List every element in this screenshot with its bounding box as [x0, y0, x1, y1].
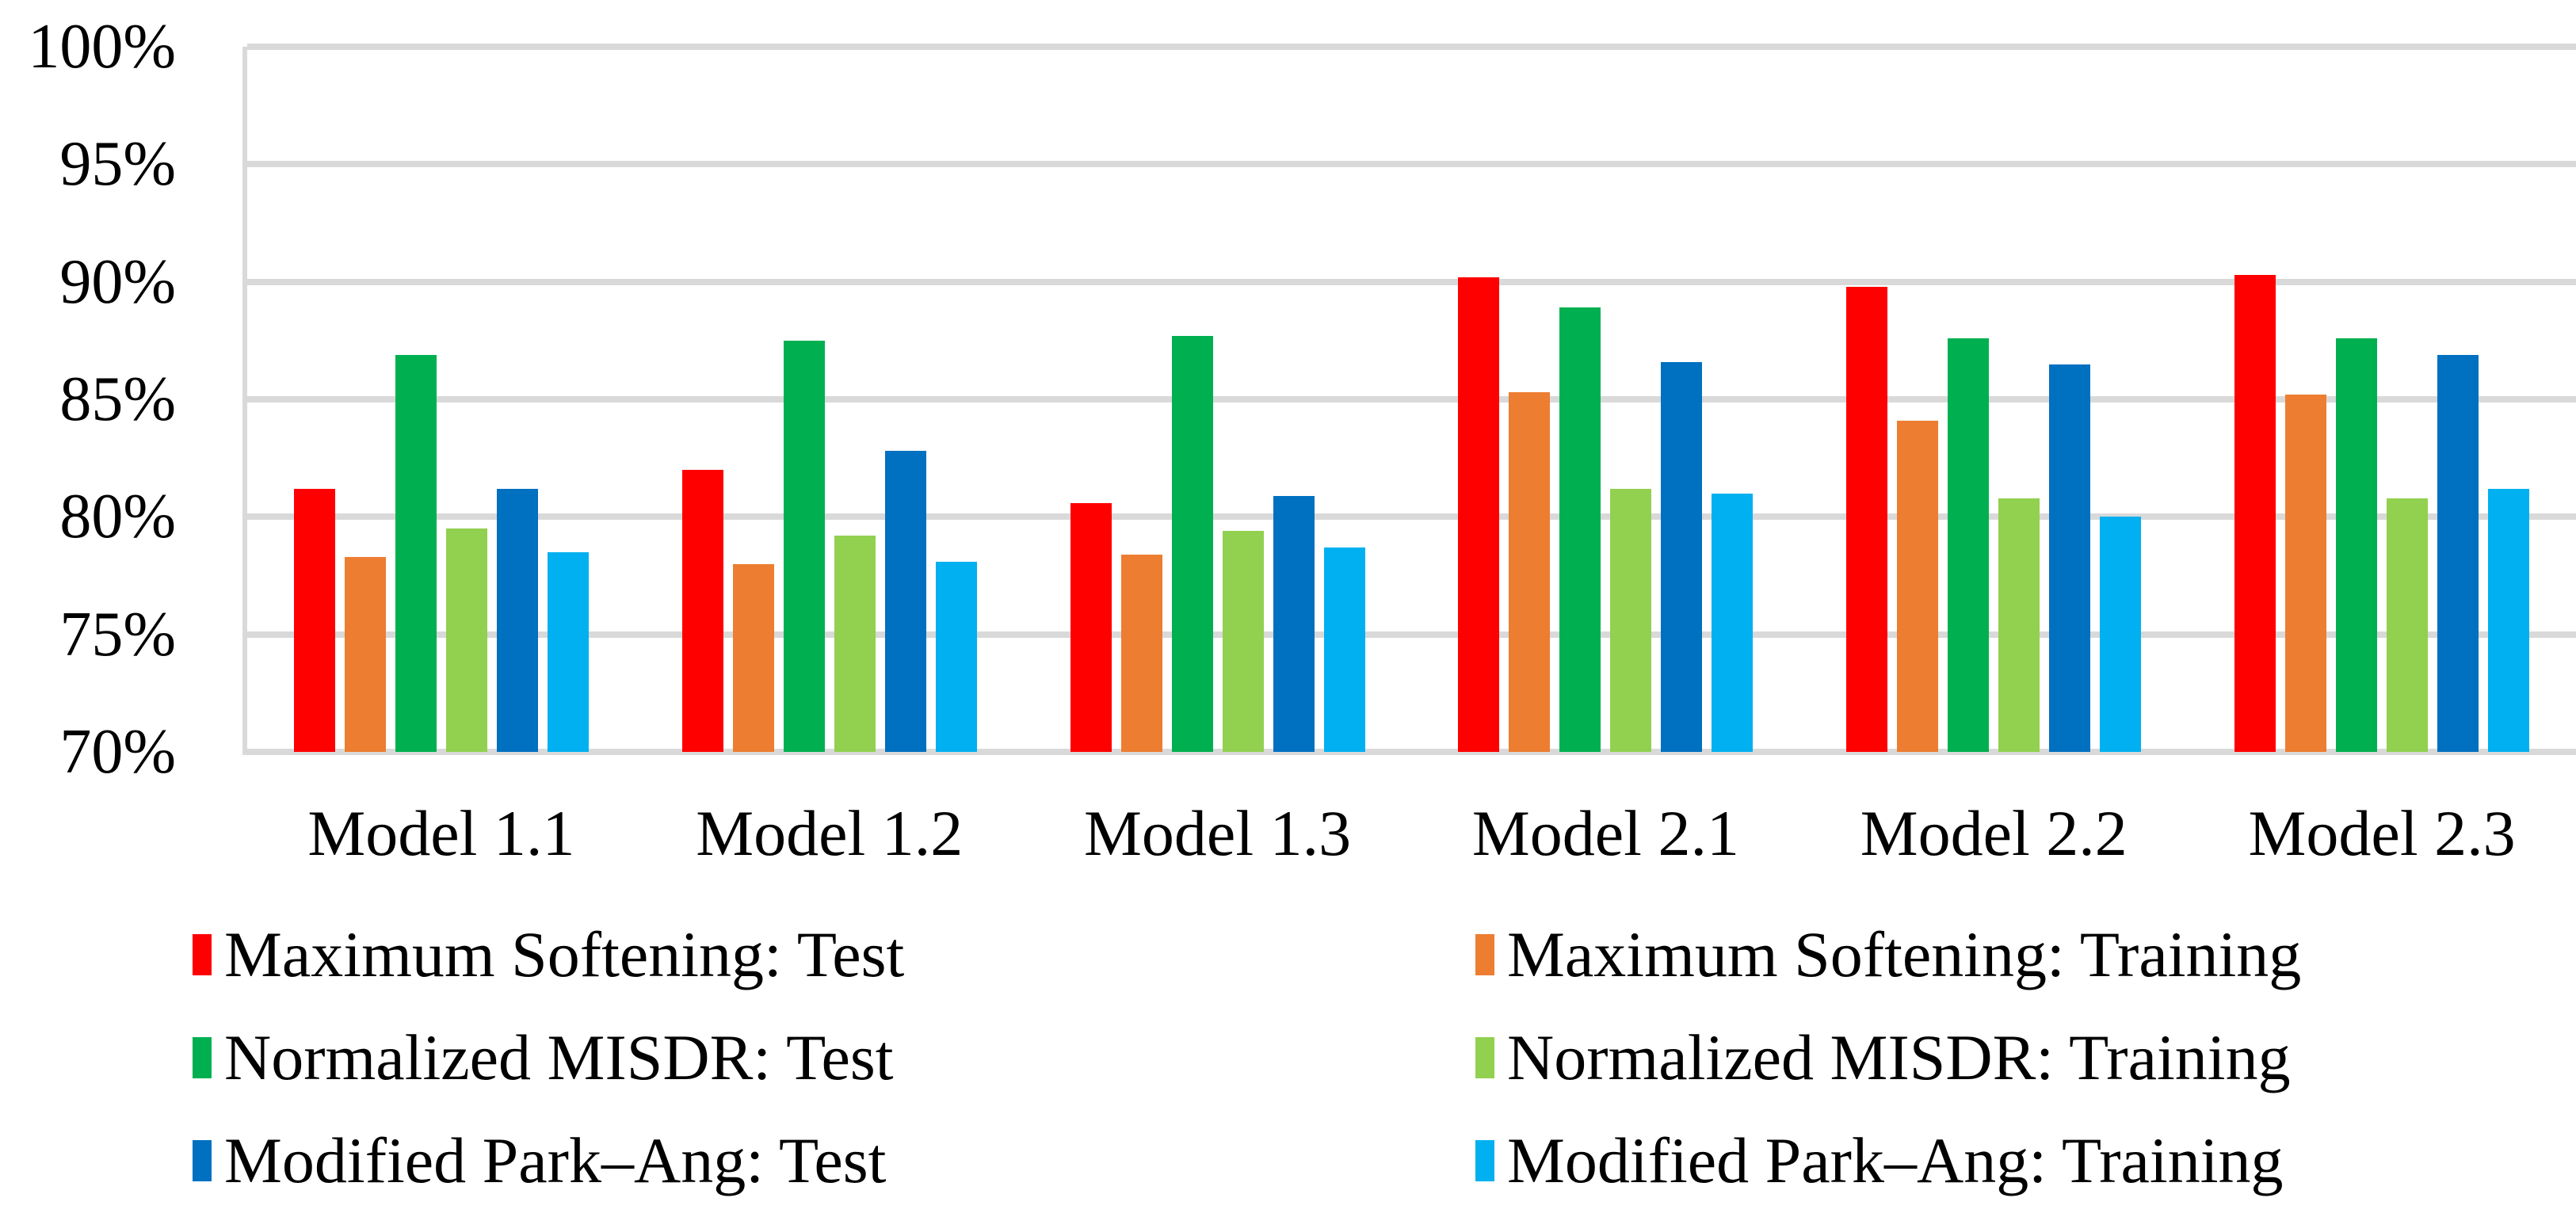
bar — [1273, 495, 1315, 752]
bar — [834, 536, 876, 752]
bar — [445, 528, 487, 752]
legend-swatch — [193, 1037, 212, 1078]
legend-entry: Maximum Softening: Training — [1475, 914, 2301, 996]
legend-swatch — [193, 934, 212, 975]
bar — [1070, 502, 1112, 752]
bar — [1171, 335, 1213, 752]
bar — [2437, 354, 2479, 752]
bar — [681, 470, 723, 752]
bar — [2488, 488, 2530, 752]
gridline — [247, 44, 2576, 50]
plot-area — [247, 44, 2576, 755]
bar — [1610, 488, 1652, 752]
legend-entry: Modified Park–Ang: Training — [1475, 1120, 2283, 1202]
bar — [547, 551, 589, 752]
bar — [732, 563, 774, 752]
bar-group — [1024, 47, 1412, 752]
legend-swatch — [1475, 1037, 1494, 1078]
bar-group — [1412, 47, 1800, 752]
bar — [1712, 493, 1754, 752]
legend-swatch — [193, 1140, 212, 1181]
bar — [1323, 547, 1365, 752]
y-tick-label: 85% — [59, 364, 176, 434]
bar-group — [247, 47, 635, 752]
bar-group — [635, 47, 1024, 752]
x-category-label: Model 2.2 — [1860, 797, 2128, 869]
bar — [1458, 277, 1500, 752]
bar — [1120, 554, 1162, 752]
legend-label: Maximum Softening: Training — [1507, 918, 2302, 990]
legend-label: Modified Park–Ang: Test — [224, 1124, 887, 1196]
x-category-label: Model 2.1 — [1471, 797, 1739, 869]
y-tick-label: 100% — [28, 12, 176, 82]
bar — [1948, 338, 1990, 752]
gridline — [247, 749, 2576, 755]
bar — [2234, 274, 2276, 752]
bar — [293, 488, 335, 752]
x-category-label: Model 2.3 — [2248, 797, 2516, 869]
legend-label: Maximum Softening: Test — [224, 918, 905, 990]
gridline — [247, 161, 2576, 168]
bar — [2100, 517, 2142, 752]
legend-swatch — [1475, 1140, 1494, 1181]
bar — [496, 488, 538, 752]
x-category-label: Model 1.2 — [696, 797, 964, 869]
bar — [783, 340, 825, 752]
bar — [395, 354, 437, 752]
legend-entry: Normalized MISDR: Training — [1475, 1017, 2291, 1099]
bar — [2285, 395, 2327, 752]
bar — [884, 451, 926, 752]
legend-swatch — [1475, 934, 1494, 975]
gridline — [247, 513, 2576, 521]
bar — [1897, 420, 1939, 752]
y-tick-label: 95% — [59, 129, 176, 200]
bar — [935, 561, 977, 752]
y-tick-label: 80% — [59, 482, 176, 552]
legend-label: Modified Park–Ang: Training — [1507, 1124, 2284, 1196]
gridline — [247, 631, 2576, 638]
y-tick-label: 70% — [59, 717, 176, 787]
y-tick-label: 90% — [59, 246, 176, 317]
legend-label: Normalized MISDR: Test — [224, 1021, 894, 1093]
legend-entry: Normalized MISDR: Test — [193, 1017, 894, 1099]
bar — [2387, 498, 2429, 752]
bar — [2336, 338, 2378, 752]
legend-entry: Modified Park–Ang: Test — [193, 1120, 886, 1202]
legend-entry: Maximum Softening: Test — [193, 914, 904, 996]
x-category-label: Model 1.1 — [307, 797, 575, 869]
y-tick-label: 75% — [59, 599, 176, 670]
bar-group — [2188, 47, 2576, 752]
bar — [344, 556, 386, 752]
y-axis-line — [242, 47, 247, 755]
bar — [1559, 307, 1601, 752]
bar-group — [1799, 47, 2188, 752]
x-category-label: Model 1.3 — [1084, 797, 1352, 869]
bar — [1846, 286, 1888, 752]
bar — [1998, 498, 2040, 752]
bar — [1509, 392, 1551, 752]
bar — [2049, 364, 2091, 752]
gridline — [247, 396, 2576, 402]
gridline — [247, 278, 2576, 285]
legend-label: Normalized MISDR: Training — [1507, 1021, 2291, 1093]
bar — [1222, 531, 1264, 752]
bar — [1661, 361, 1703, 752]
